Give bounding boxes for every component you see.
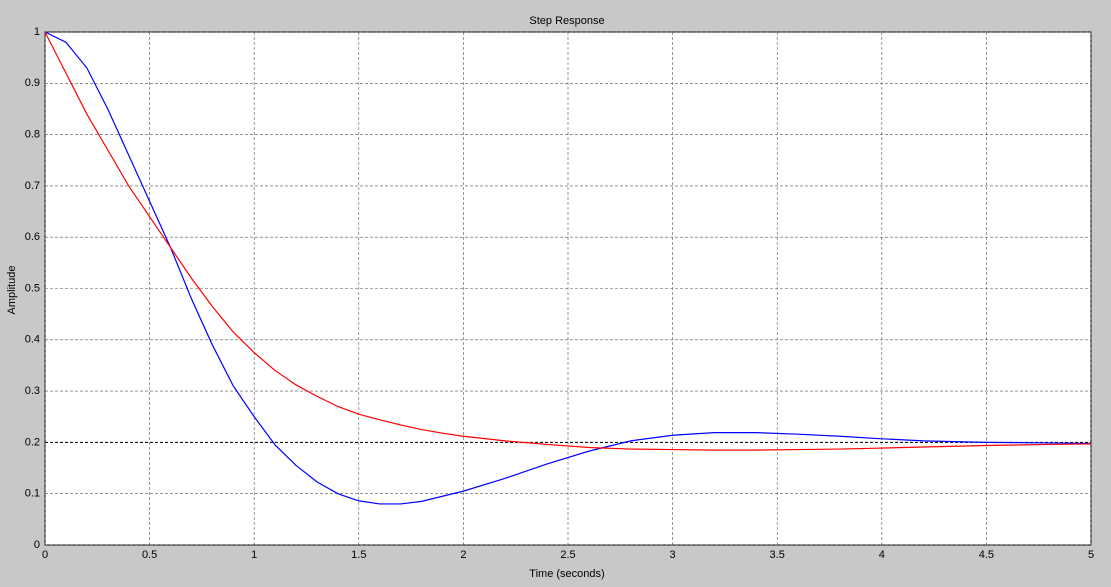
y-tick-label: 0.3 bbox=[25, 385, 40, 397]
y-tick-label: 0.1 bbox=[25, 488, 40, 500]
y-tick-label: 0.6 bbox=[25, 231, 40, 243]
y-tick-label: 0.8 bbox=[25, 129, 40, 141]
y-tick-label: 1 bbox=[34, 26, 40, 38]
x-axis-label: Time (seconds) bbox=[529, 568, 604, 580]
y-tick-label: 0.5 bbox=[25, 282, 40, 294]
y-tick-label: 0.7 bbox=[25, 180, 40, 192]
x-tick-label: 0.5 bbox=[142, 549, 157, 561]
y-tick-label: 0.2 bbox=[25, 436, 40, 448]
x-tick-label: 3.5 bbox=[770, 549, 785, 561]
y-tick-label: 0 bbox=[34, 539, 40, 551]
x-tick-label: 2.5 bbox=[560, 549, 575, 561]
x-tick-label: 1.5 bbox=[351, 549, 366, 561]
y-axis-label: Amplitude bbox=[6, 266, 18, 315]
chart-title: Step Response bbox=[529, 15, 604, 27]
x-tick-label: 3 bbox=[670, 549, 676, 561]
x-tick-label: 4.5 bbox=[979, 549, 994, 561]
x-tick-label: 1 bbox=[251, 549, 257, 561]
y-tick-label: 0.9 bbox=[25, 77, 40, 89]
line-series bbox=[44, 31, 1092, 451]
y-tick-label: 0.4 bbox=[25, 334, 40, 346]
line-series bbox=[44, 31, 1092, 505]
x-tick-label: 4 bbox=[879, 549, 885, 561]
x-tick-label: 2 bbox=[460, 549, 466, 561]
x-tick-label: 0 bbox=[42, 549, 48, 561]
x-tick-label: 5 bbox=[1088, 549, 1094, 561]
